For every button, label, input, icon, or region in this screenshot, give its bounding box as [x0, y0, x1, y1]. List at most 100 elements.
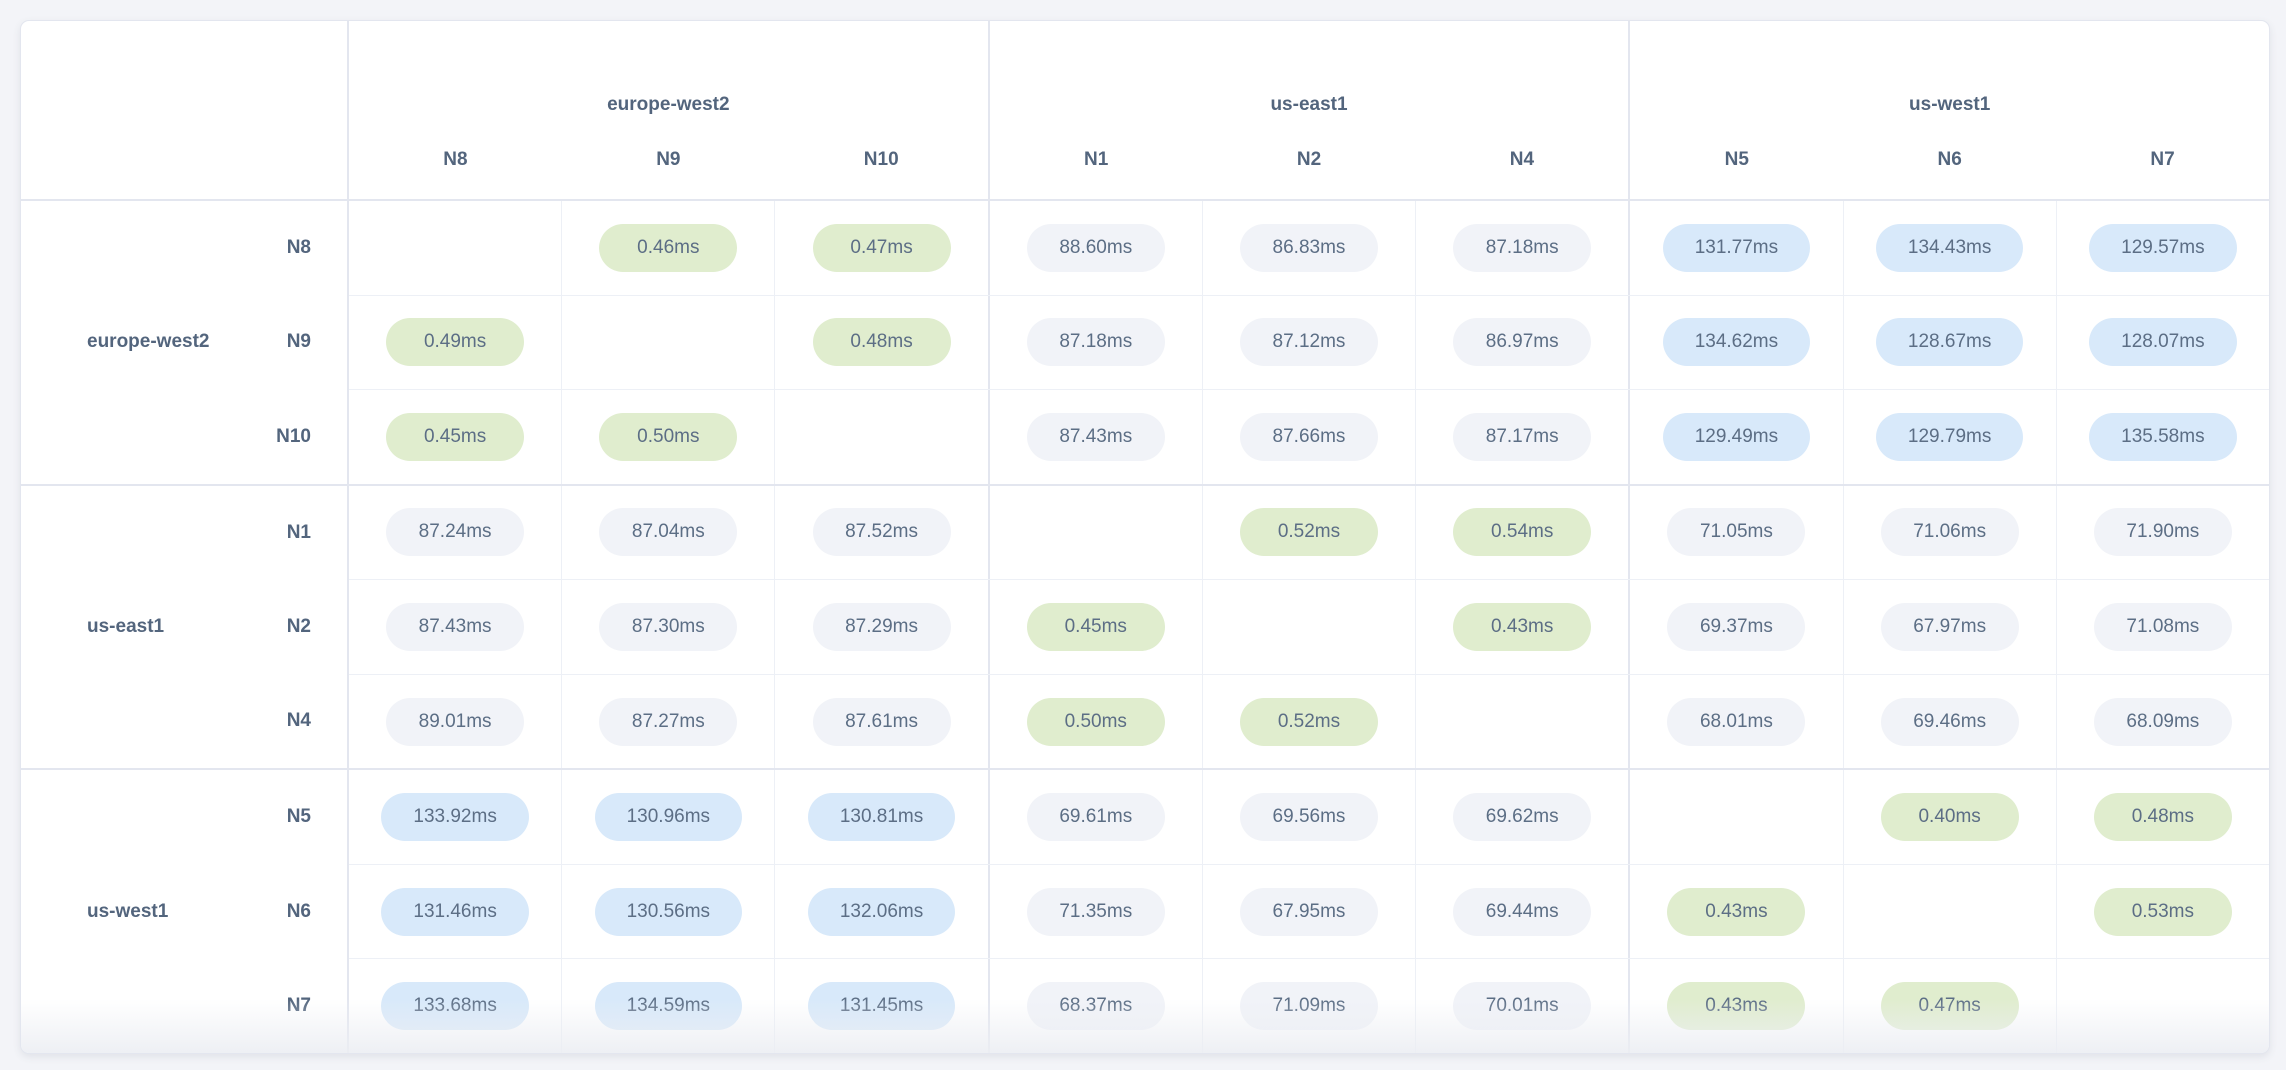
latency-pill[interactable]: 0.43ms: [1453, 603, 1592, 652]
latency-pill[interactable]: 71.05ms: [1667, 508, 1806, 557]
latency-pill[interactable]: 70.01ms: [1453, 982, 1592, 1031]
latency-pill[interactable]: 68.09ms: [2093, 697, 2232, 746]
latency-pill[interactable]: 87.43ms: [1026, 412, 1165, 461]
latency-pill[interactable]: 71.08ms: [2093, 603, 2232, 652]
latency-pill[interactable]: 71.90ms: [2093, 508, 2232, 557]
row-group-us-east1: us-east1 N1 N2 N4 87.24ms 87.04ms 87.52ms 0.52m…: [21, 485, 2269, 771]
latency-pill[interactable]: 87.52ms: [812, 508, 951, 557]
row-group-cells: 0.46ms 0.47ms 88.60ms 86.83ms 87.18ms 131.77m…: [349, 201, 2269, 484]
row-node-label-N10[interactable]: N10: [276, 425, 311, 447]
latency-pill[interactable]: 68.37ms: [1026, 982, 1165, 1031]
column-node-label-N2[interactable]: N2: [1296, 149, 1322, 170]
row-node-label-N4[interactable]: N4: [286, 710, 311, 732]
row-node-label-N8[interactable]: N8: [286, 237, 311, 259]
latency-pill[interactable]: 87.17ms: [1453, 412, 1592, 461]
latency-pill[interactable]: 134.62ms: [1662, 318, 1811, 367]
latency-pill[interactable]: 69.62ms: [1453, 793, 1592, 842]
latency-pill[interactable]: 67.95ms: [1239, 887, 1378, 936]
latency-pill[interactable]: 128.67ms: [1875, 318, 2024, 367]
latency-pill[interactable]: 0.48ms: [2093, 793, 2232, 842]
column-node-label-N1[interactable]: N1: [1083, 149, 1109, 170]
column-node-label-N8[interactable]: N8: [443, 149, 468, 170]
latency-pill[interactable]: 0.43ms: [1667, 982, 1806, 1031]
latency-pill[interactable]: 132.06ms: [807, 887, 956, 936]
latency-cell: [562, 295, 776, 390]
latency-pill[interactable]: 0.50ms: [599, 412, 738, 461]
latency-pill[interactable]: 87.43ms: [386, 603, 525, 652]
latency-pill[interactable]: 71.09ms: [1239, 982, 1378, 1031]
latency-pill[interactable]: 0.54ms: [1453, 508, 1592, 557]
latency-pill[interactable]: 67.97ms: [1880, 603, 2019, 652]
column-node-label-N5[interactable]: N5: [1724, 149, 1749, 170]
latency-pill[interactable]: 86.83ms: [1239, 223, 1378, 272]
latency-pill[interactable]: 130.96ms: [594, 793, 743, 842]
latency-pill[interactable]: 71.35ms: [1026, 887, 1165, 936]
latency-pill[interactable]: 0.45ms: [386, 412, 525, 461]
latency-pill[interactable]: 131.45ms: [807, 982, 956, 1031]
latency-pill[interactable]: 0.52ms: [1239, 697, 1378, 746]
row-node-label-N9[interactable]: N9: [286, 331, 311, 353]
latency-pill[interactable]: 130.81ms: [807, 793, 956, 842]
latency-pill[interactable]: 87.12ms: [1239, 318, 1378, 367]
latency-pill[interactable]: 68.01ms: [1667, 697, 1806, 746]
latency-pill[interactable]: 86.97ms: [1453, 318, 1592, 367]
column-node-label-N10[interactable]: N10: [863, 149, 899, 170]
latency-pill[interactable]: 87.18ms: [1453, 223, 1592, 272]
latency-pill[interactable]: 131.77ms: [1662, 223, 1811, 272]
latency-pill[interactable]: 129.57ms: [2089, 223, 2237, 272]
latency-pill[interactable]: 87.61ms: [812, 697, 951, 746]
latency-pill[interactable]: 87.04ms: [599, 508, 738, 557]
latency-pill[interactable]: 133.68ms: [381, 982, 529, 1031]
latency-pill[interactable]: 0.49ms: [386, 318, 525, 367]
latency-pill[interactable]: 87.29ms: [812, 603, 951, 652]
latency-pill[interactable]: 87.18ms: [1026, 318, 1165, 367]
latency-pill[interactable]: 134.43ms: [1875, 223, 2024, 272]
matrix-body: europe-west2 N8 N9 N10 0.46ms 0.47ms 88.60ms 86…: [21, 201, 2269, 1053]
latency-pill[interactable]: 69.61ms: [1026, 793, 1165, 842]
latency-pill[interactable]: 129.49ms: [1662, 412, 1811, 461]
row-node-label-N5[interactable]: N5: [286, 806, 311, 828]
latency-pill[interactable]: 69.46ms: [1880, 697, 2019, 746]
latency-pill[interactable]: 131.46ms: [381, 887, 529, 936]
row-node-label-N6[interactable]: N6: [286, 900, 311, 922]
latency-pill[interactable]: 87.24ms: [386, 508, 525, 557]
latency-pill[interactable]: 69.44ms: [1453, 887, 1592, 936]
latency-pill[interactable]: 0.48ms: [812, 318, 951, 367]
latency-cell: 0.43ms: [1630, 959, 1844, 1053]
row-node-label-N1[interactable]: N1: [286, 521, 311, 543]
latency-pill[interactable]: 134.59ms: [594, 982, 743, 1031]
latency-pill[interactable]: 87.30ms: [599, 603, 738, 652]
latency-pill[interactable]: 69.56ms: [1239, 793, 1378, 842]
latency-pill[interactable]: 89.01ms: [386, 697, 525, 746]
latency-pill[interactable]: 0.46ms: [599, 223, 738, 272]
latency-row-N1: 87.24ms 87.04ms 87.52ms 0.52ms 0.54ms 71.05ms…: [349, 485, 2269, 581]
row-node-label-N7[interactable]: N7: [286, 994, 311, 1016]
row-node-label-N2[interactable]: N2: [286, 616, 311, 637]
latency-pill[interactable]: 0.47ms: [812, 223, 951, 272]
latency-cell: [1630, 770, 1844, 864]
column-region-label: us-west1: [1909, 94, 1991, 115]
latency-pill[interactable]: 129.79ms: [1875, 412, 2024, 461]
latency-pill[interactable]: 88.60ms: [1026, 223, 1165, 272]
latency-pill[interactable]: 0.45ms: [1026, 603, 1165, 652]
row-group-us-west1: us-west1 N5 N6 N7 133.92ms 130.96ms 130.81ms 69…: [21, 770, 2269, 1053]
latency-pill[interactable]: 0.40ms: [1880, 793, 2019, 842]
latency-pill[interactable]: 87.66ms: [1239, 412, 1378, 461]
column-node-label-N6[interactable]: N6: [1937, 149, 1962, 170]
latency-pill[interactable]: 130.56ms: [594, 887, 743, 936]
latency-pill[interactable]: 133.92ms: [381, 793, 529, 842]
latency-cell: 71.35ms: [990, 864, 1203, 959]
latency-pill[interactable]: 71.06ms: [1880, 508, 2019, 557]
column-node-label-N7[interactable]: N7: [2150, 149, 2175, 170]
latency-pill[interactable]: 69.37ms: [1667, 603, 1806, 652]
column-node-label-N9[interactable]: N9: [656, 149, 681, 170]
latency-pill[interactable]: 0.43ms: [1667, 887, 1806, 936]
latency-pill[interactable]: 0.53ms: [2093, 887, 2232, 936]
latency-pill[interactable]: 0.50ms: [1026, 697, 1165, 746]
column-node-label-N4[interactable]: N4: [1509, 149, 1535, 170]
latency-pill[interactable]: 135.58ms: [2089, 412, 2237, 461]
latency-pill[interactable]: 87.27ms: [599, 697, 738, 746]
latency-pill[interactable]: 0.47ms: [1880, 982, 2019, 1031]
latency-pill[interactable]: 0.52ms: [1239, 508, 1378, 557]
latency-pill[interactable]: 128.07ms: [2089, 318, 2237, 367]
